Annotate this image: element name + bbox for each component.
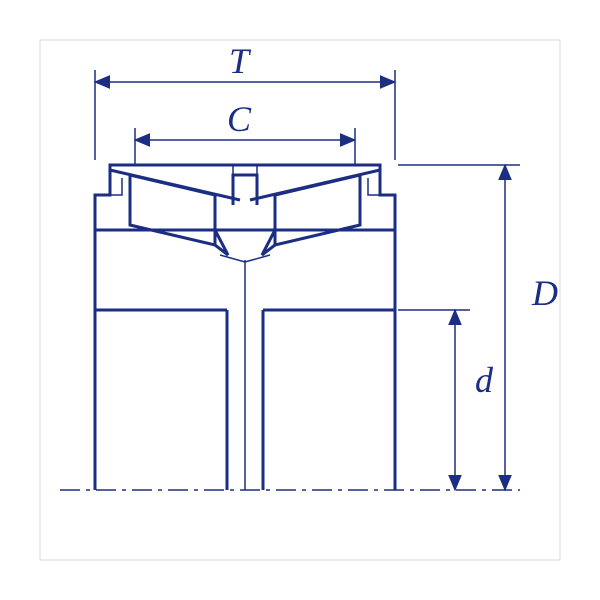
label-d: d	[475, 360, 494, 400]
dim-d	[398, 310, 470, 490]
dim-D	[398, 165, 520, 490]
upper-assembly	[95, 165, 395, 262]
bearing-diagram: T C D d	[0, 0, 600, 600]
label-T: T	[229, 41, 252, 81]
label-C: C	[227, 99, 252, 139]
label-D: D	[531, 273, 558, 313]
outer-border	[40, 40, 560, 560]
